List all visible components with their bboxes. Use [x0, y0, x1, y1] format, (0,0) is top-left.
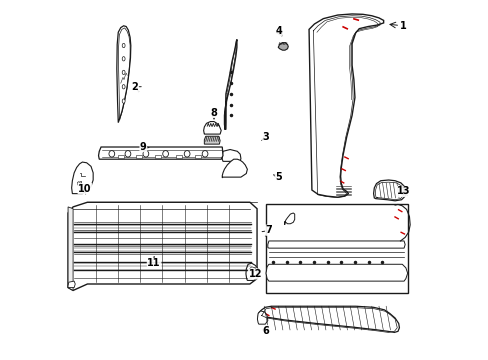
- Bar: [155, 155, 160, 158]
- Polygon shape: [278, 42, 287, 50]
- Text: 5: 5: [275, 172, 282, 182]
- Bar: [118, 155, 123, 158]
- Ellipse shape: [109, 150, 115, 157]
- Polygon shape: [68, 207, 73, 291]
- Ellipse shape: [122, 57, 125, 61]
- Polygon shape: [284, 213, 294, 225]
- Ellipse shape: [163, 150, 168, 157]
- Polygon shape: [373, 180, 405, 201]
- Ellipse shape: [184, 150, 190, 157]
- Polygon shape: [222, 159, 247, 178]
- Polygon shape: [68, 202, 257, 291]
- Bar: [265, 204, 407, 293]
- Text: 3: 3: [262, 132, 269, 142]
- Polygon shape: [258, 306, 399, 332]
- Polygon shape: [68, 281, 75, 288]
- Polygon shape: [257, 311, 267, 324]
- Polygon shape: [204, 136, 220, 144]
- Text: 9: 9: [140, 141, 146, 152]
- Polygon shape: [222, 149, 241, 161]
- Ellipse shape: [202, 150, 207, 157]
- Ellipse shape: [125, 150, 131, 157]
- Polygon shape: [401, 186, 405, 194]
- Polygon shape: [203, 122, 221, 134]
- Polygon shape: [308, 14, 383, 197]
- Text: 7: 7: [265, 225, 272, 235]
- Ellipse shape: [122, 70, 125, 75]
- Polygon shape: [99, 147, 223, 159]
- Text: 10: 10: [78, 184, 91, 194]
- Text: 12: 12: [248, 269, 262, 279]
- Polygon shape: [224, 40, 237, 130]
- Ellipse shape: [77, 182, 80, 185]
- Polygon shape: [245, 263, 259, 280]
- Bar: [195, 155, 201, 158]
- Ellipse shape: [122, 43, 125, 48]
- Ellipse shape: [142, 150, 148, 157]
- Bar: [136, 155, 142, 158]
- Text: 6: 6: [262, 325, 268, 336]
- Text: 11: 11: [147, 258, 161, 268]
- Text: 8: 8: [210, 108, 217, 118]
- Text: 1: 1: [399, 21, 406, 31]
- Text: 2: 2: [131, 82, 138, 92]
- Polygon shape: [265, 264, 407, 281]
- Text: 13: 13: [396, 186, 409, 197]
- Ellipse shape: [122, 99, 125, 103]
- Polygon shape: [117, 26, 131, 123]
- Polygon shape: [267, 241, 405, 248]
- Text: 4: 4: [275, 26, 282, 36]
- Ellipse shape: [122, 85, 125, 89]
- Polygon shape: [72, 162, 93, 194]
- Bar: [176, 155, 182, 158]
